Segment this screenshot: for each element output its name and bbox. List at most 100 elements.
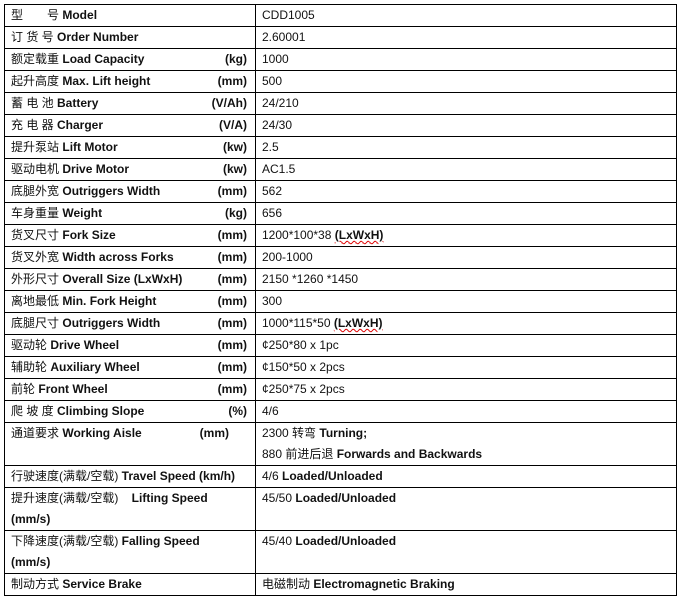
label-en: Charger xyxy=(57,118,104,132)
label-cn: 前轮 xyxy=(11,382,36,396)
value-bold: Loaded/Unloaded xyxy=(282,469,383,483)
label-en: Falling Speed xyxy=(121,534,200,548)
value: 2.5 xyxy=(262,140,279,154)
value-bold: (LxWxH) xyxy=(333,316,383,330)
label-cn: 充 电 器 xyxy=(11,118,54,132)
unit: (mm) xyxy=(217,228,247,242)
label-cn: 货叉尺寸 xyxy=(11,228,60,242)
unit: (mm) xyxy=(199,426,229,440)
unit: (mm/s) xyxy=(11,512,51,526)
unit: (mm) xyxy=(217,360,247,374)
label-en: Travel Speed (km/h) xyxy=(121,469,236,483)
label-en: Drive Motor xyxy=(62,162,130,176)
value: 656 xyxy=(262,206,283,220)
unit: (kg) xyxy=(225,52,247,66)
label-cn: 底腿外宽 xyxy=(11,184,60,198)
label-en: Outriggers Width xyxy=(62,316,161,330)
table-row: 驱动轮 Drive Wheel (mm) ¢250*80 x 1pc xyxy=(4,334,677,357)
value: 24/210 xyxy=(262,96,299,110)
value: 562 xyxy=(262,184,283,198)
value: 200-1000 xyxy=(262,250,313,264)
value: 880 前进后退 xyxy=(262,447,337,461)
value-bold: Turning; xyxy=(319,426,368,440)
label-en: Service Brake xyxy=(62,577,142,591)
table-row: 型 号 Model CDD1005 xyxy=(4,4,677,27)
label-cn: 通道要求 xyxy=(11,426,60,440)
table-row-service-brake: 制动方式 Service Brake 电磁制动 Electromagnetic … xyxy=(4,573,677,596)
value: 2.60001 xyxy=(262,30,306,44)
label-en: Width across Forks xyxy=(62,250,174,264)
unit: (mm) xyxy=(217,316,247,330)
label-cn: 爬 坡 度 xyxy=(11,404,54,418)
table-row: 提升泵站 Lift Motor (kw) 2.5 xyxy=(4,136,677,159)
label-cn: 车身重量 xyxy=(11,206,60,220)
label-en: Battery xyxy=(57,96,99,110)
label-cn: 型 号 xyxy=(11,8,60,22)
table-row-lifting-speed: 提升速度(满载/空载) Lifting Speed (mm/s) 45/50 Lo… xyxy=(4,487,677,531)
label-cn: 提升速度(满载/空载) xyxy=(11,491,119,505)
label-en: Order Number xyxy=(57,30,139,44)
label-en: Front Wheel xyxy=(38,382,108,396)
table-row: 底腿尺寸 Outriggers Width (mm) 1000*115*50 (Lx… xyxy=(4,312,677,335)
label-cn: 外形尺寸 xyxy=(11,272,60,286)
table-row: 蓄 电 池 Battery (V/Ah) 24/210 xyxy=(4,92,677,115)
unit: (kw) xyxy=(223,162,247,176)
value: 1200*100*38 xyxy=(262,228,335,242)
value-bold: Loaded/Unloaded xyxy=(295,491,397,505)
unit: (mm) xyxy=(217,338,247,352)
label-en: Overall Size (LxWxH) xyxy=(62,272,183,286)
value: ¢150*50 x 2pcs xyxy=(262,360,345,374)
table-row: 前轮 Front Wheel (mm) ¢250*75 x 2pcs xyxy=(4,378,677,401)
value: ¢250*75 x 2pcs xyxy=(262,382,345,396)
value: CDD1005 xyxy=(262,8,315,22)
value: 1000*115*50 xyxy=(262,316,334,330)
unit: (%) xyxy=(228,404,247,418)
value-bold: (LxWxH) xyxy=(334,228,384,242)
table-row: 驱动电机 Drive Motor (kw) AC1.5 xyxy=(4,158,677,181)
value: 45/50 xyxy=(262,491,296,505)
value-bold: Loaded/Unloaded xyxy=(295,534,397,548)
unit: (mm) xyxy=(217,74,247,88)
label-cn: 驱动电机 xyxy=(11,162,60,176)
value: 2150 *1260 *1450 xyxy=(262,272,359,286)
table-row: 底腿外宽 Outriggers Width (mm) 562 xyxy=(4,180,677,203)
value: 45/40 xyxy=(262,534,296,548)
label-cn: 行驶速度(满载/空载) xyxy=(11,469,119,483)
unit: (mm/s) xyxy=(11,555,51,569)
label-cn: 底腿尺寸 xyxy=(11,316,60,330)
label-en: Fork Size xyxy=(62,228,116,242)
value: 1000 xyxy=(262,52,289,66)
value: 500 xyxy=(262,74,283,88)
table-row: 辅助轮 Auxiliary Wheel (mm) ¢150*50 x 2pcs xyxy=(4,356,677,379)
unit: (mm) xyxy=(217,382,247,396)
unit: (mm) xyxy=(217,184,247,198)
spec-table: 型 号 Model CDD1005 订 货 号 Order Number 2.6000… xyxy=(4,4,677,596)
unit: (kw) xyxy=(223,140,247,154)
label-en: Min. Fork Height xyxy=(62,294,157,308)
label-en: Drive Wheel xyxy=(50,338,120,352)
label-en: Auxiliary Wheel xyxy=(50,360,140,374)
label-cn: 额定载重 xyxy=(11,52,60,66)
value: AC1.5 xyxy=(262,162,296,176)
label-cn: 蓄 电 池 xyxy=(11,96,54,110)
label-cn: 货叉外宽 xyxy=(11,250,60,264)
table-row: 爬 坡 度 Climbing Slope (%) 4/6 xyxy=(4,400,677,423)
value-bold: Electromagnetic Braking xyxy=(313,577,455,591)
table-row: 货叉外宽 Width across Forks (mm) 200-1000 xyxy=(4,246,677,269)
label-en: Working Aisle xyxy=(62,426,142,440)
label-en: Climbing Slope xyxy=(57,404,145,418)
table-row-travel-speed: 行驶速度(满载/空载) Travel Speed (km/h) 4/6 Load… xyxy=(4,465,677,488)
unit: (V/Ah) xyxy=(211,96,247,110)
table-row: 订 货 号 Order Number 2.60001 xyxy=(4,26,677,49)
label-en: Outriggers Width xyxy=(62,184,161,198)
label-en: Load Capacity xyxy=(62,52,145,66)
table-row: 车身重量 Weight (kg) 656 xyxy=(4,202,677,225)
label-cn: 驱动轮 xyxy=(11,338,48,352)
label-cn: 订 货 号 xyxy=(11,30,54,44)
table-row: 额定载重 Load Capacity (kg) 1000 xyxy=(4,48,677,71)
unit: (V/A) xyxy=(219,118,247,132)
value: 电磁制动 xyxy=(262,577,314,591)
label-cn: 下降速度(满载/空载) xyxy=(11,534,119,548)
table-row: 起升高度 Max. Lift height (mm) 500 xyxy=(4,70,677,93)
unit: (mm) xyxy=(217,272,247,286)
